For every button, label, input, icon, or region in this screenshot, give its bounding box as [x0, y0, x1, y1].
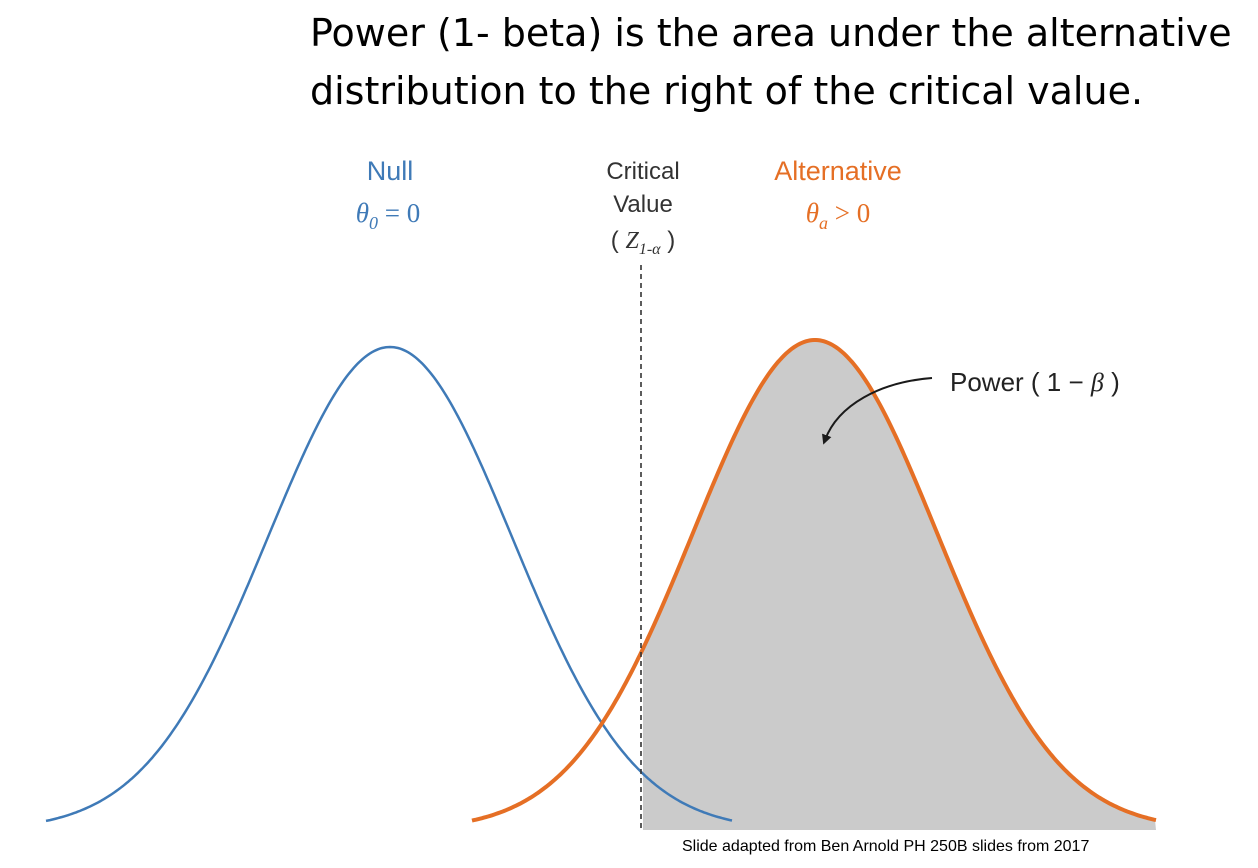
alternative-distribution-curve [471, 338, 1157, 823]
critical-label-line-2: Value [613, 191, 673, 218]
alternative-label: Alternative [774, 156, 902, 186]
title-line-1: Power (1- beta) is the area under the al… [310, 11, 1232, 55]
null-label: Null [367, 156, 414, 186]
title-line-2: distribution to the right of the critica… [310, 69, 1144, 113]
power-arrow [822, 377, 933, 445]
power-label: Power ( 1 − β ) [950, 367, 1120, 397]
power-area [643, 340, 1156, 830]
critical-label-line-1: Critical [606, 158, 679, 185]
slide-credit: Slide adapted from Ben Arnold PH 250B sl… [682, 838, 1090, 855]
null-parameter: θ0 = 0 [356, 198, 421, 233]
slide-title: Power (1- beta) is the area under the al… [310, 4, 1250, 120]
alternative-parameter: θa > 0 [806, 198, 871, 233]
critical-value-symbol: ( Z1-α ) [611, 227, 675, 258]
null-distribution-curve [45, 345, 733, 823]
